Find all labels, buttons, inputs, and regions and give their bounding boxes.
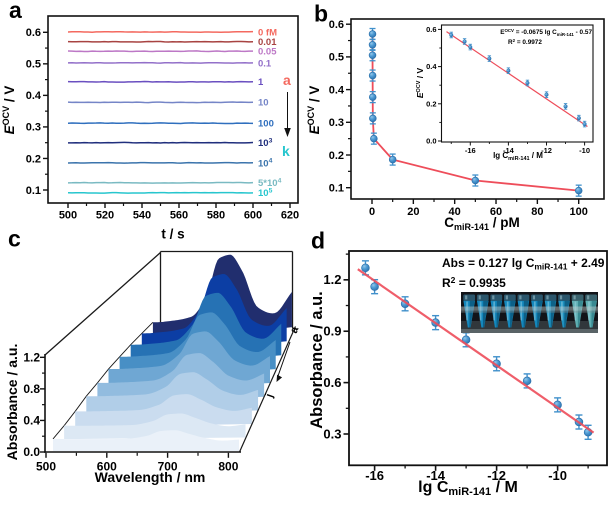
svg-text:500: 500 <box>36 460 56 474</box>
svg-text:Wavelength / nm: Wavelength / nm <box>95 469 206 485</box>
svg-text:0.05: 0.05 <box>258 47 277 58</box>
svg-text:1.2: 1.2 <box>23 350 40 364</box>
svg-text:0.5: 0.5 <box>329 52 344 64</box>
svg-text:5*104: 5*104 <box>258 177 282 189</box>
svg-text:CmiR-141 / pM: CmiR-141 / pM <box>444 215 520 232</box>
svg-text:520: 520 <box>96 210 114 222</box>
svg-text:500: 500 <box>59 210 77 222</box>
svg-text:0.1: 0.1 <box>26 185 41 197</box>
svg-text:0.3: 0.3 <box>329 117 344 129</box>
svg-text:0.01: 0.01 <box>258 37 277 48</box>
svg-text:lg CmiR-141 / M: lg CmiR-141 / M <box>493 151 543 162</box>
svg-text:R2 = 0.9935: R2 = 0.9935 <box>442 275 506 290</box>
svg-text:0.6: 0.6 <box>323 375 341 390</box>
svg-text:0.5: 0.5 <box>26 59 41 71</box>
svg-text:-14: -14 <box>503 146 515 155</box>
svg-text:EOCV / V: EOCV / V <box>1 86 17 135</box>
svg-text:-10: -10 <box>579 146 590 155</box>
svg-text:j: j <box>263 392 276 400</box>
svg-text:lg CmiR-141 / M: lg CmiR-141 / M <box>418 479 518 498</box>
svg-text:620: 620 <box>281 210 299 222</box>
svg-text:0.2: 0.2 <box>329 150 344 162</box>
svg-text:800: 800 <box>218 460 238 474</box>
svg-text:-14: -14 <box>426 468 446 483</box>
svg-text:0.3: 0.3 <box>323 426 341 441</box>
svg-text:540: 540 <box>133 210 151 222</box>
svg-text:Absorbance / a.u.: Absorbance / a.u. <box>4 344 20 461</box>
svg-text:Absorbance / a.u.: Absorbance / a.u. <box>308 291 326 429</box>
svg-text:20: 20 <box>407 206 419 218</box>
svg-text:EOCV / V: EOCV / V <box>306 86 322 135</box>
svg-text:-16: -16 <box>465 146 476 155</box>
svg-text:0.9: 0.9 <box>323 324 341 339</box>
svg-text:0: 0 <box>369 206 375 218</box>
svg-text:100: 100 <box>258 119 274 130</box>
svg-text:1.2: 1.2 <box>323 272 341 287</box>
svg-text:600: 600 <box>97 460 117 474</box>
svg-text:a: a <box>288 324 302 335</box>
svg-text:10: 10 <box>258 98 269 109</box>
svg-text:Abs = 0.127 lg CmiR-141 + 2.49: Abs = 0.127 lg CmiR-141 + 2.49 <box>442 256 605 272</box>
svg-text:b: b <box>314 1 328 27</box>
svg-text:a: a <box>9 0 22 23</box>
svg-text:0.2: 0.2 <box>426 99 436 108</box>
svg-text:0.0: 0.0 <box>426 137 436 146</box>
svg-text:EOCV = -0.0675 lg CmiR-141 - 0: EOCV = -0.0675 lg CmiR-141 - 0.57 <box>500 28 592 37</box>
svg-text:0.4: 0.4 <box>23 413 40 427</box>
svg-text:0.3: 0.3 <box>26 122 41 134</box>
svg-text:0.4: 0.4 <box>329 84 345 96</box>
svg-text:0.6: 0.6 <box>26 27 41 39</box>
svg-text:0.6: 0.6 <box>329 19 344 31</box>
svg-text:0.1: 0.1 <box>329 183 344 195</box>
svg-text:600: 600 <box>244 210 262 222</box>
svg-text:0.8: 0.8 <box>23 382 40 396</box>
svg-text:-12: -12 <box>487 468 506 483</box>
svg-text:580: 580 <box>207 210 225 222</box>
svg-text:104: 104 <box>258 157 273 169</box>
svg-text:60: 60 <box>490 206 502 218</box>
svg-text:103: 103 <box>258 137 273 149</box>
svg-text:700: 700 <box>158 460 178 474</box>
svg-text:0.6: 0.6 <box>426 25 436 34</box>
svg-text:EOCV / V: EOCV / V <box>415 68 425 99</box>
svg-text:-10: -10 <box>548 468 567 483</box>
svg-text:-12: -12 <box>541 146 552 155</box>
svg-text:80: 80 <box>531 206 543 218</box>
svg-text:0 fM: 0 fM <box>258 27 277 38</box>
svg-text:105: 105 <box>258 187 273 199</box>
svg-text:a: a <box>283 72 291 88</box>
svg-text:100: 100 <box>570 206 588 218</box>
svg-text:k: k <box>282 143 290 159</box>
svg-text:40: 40 <box>449 206 461 218</box>
svg-text:0.0: 0.0 <box>23 445 40 459</box>
svg-text:-16: -16 <box>365 468 384 483</box>
svg-text:0.1: 0.1 <box>258 58 272 69</box>
svg-text:0.2: 0.2 <box>26 153 41 165</box>
svg-text:1: 1 <box>258 77 264 88</box>
svg-text:c: c <box>8 226 21 252</box>
svg-text:0.4: 0.4 <box>426 62 437 71</box>
svg-text:R2 = 0.9972: R2 = 0.9972 <box>508 38 542 46</box>
svg-text:0.4: 0.4 <box>26 90 42 102</box>
svg-text:d: d <box>311 228 325 254</box>
svg-text:560: 560 <box>170 210 188 222</box>
svg-text:t / s: t / s <box>161 227 184 242</box>
